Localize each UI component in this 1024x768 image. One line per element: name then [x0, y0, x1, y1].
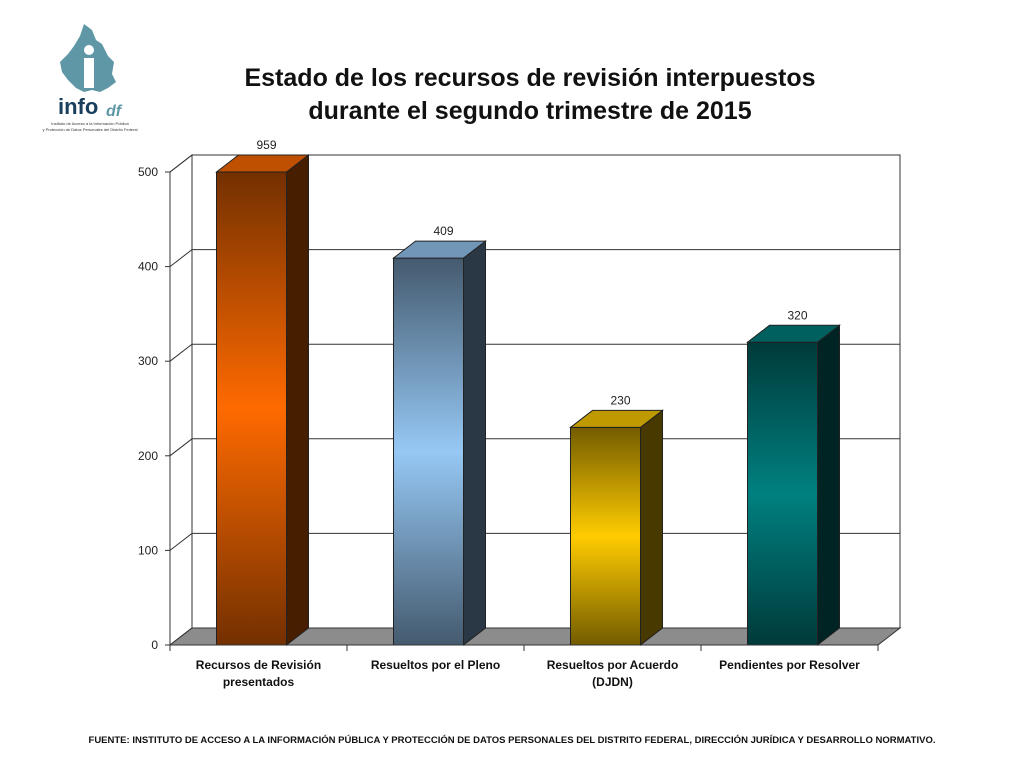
bar-side [640, 409, 663, 647]
x-tick-label-line: presentados [223, 675, 295, 689]
logo-brand-suffix: df [106, 103, 123, 120]
logo-subtitle-line2: y Protección de Datos Personales del Dis… [43, 127, 138, 132]
bar-top [392, 240, 487, 259]
x-tick-label: Pendientes por Resolver [719, 658, 860, 672]
x-tick-label-line: Resueltos por Acuerdo [547, 658, 679, 672]
bar-side [286, 153, 309, 647]
x-axis: Recursos de Revisión presentados Resueltos… [169, 644, 879, 689]
x-tick-label: Resueltos por el Pleno [371, 658, 500, 672]
bar [393, 257, 464, 646]
data-label: 320 [787, 308, 807, 322]
y-tick-label: 400 [138, 260, 158, 274]
data-label: 230 [610, 393, 630, 407]
y-tick-label: 500 [138, 165, 158, 179]
logo-brand-main: info [58, 94, 98, 119]
x-tick-label-line: Resueltos por el Pleno [371, 658, 500, 672]
bar-top [569, 409, 664, 428]
x-tick-label-line: Pendientes por Resolver [719, 658, 860, 672]
logo-subtitle-line1: Instituto de Acceso a la Información Púb… [51, 121, 129, 126]
data-label: 959 [256, 138, 276, 152]
x-tick-label-line: Recursos de Revisión [196, 658, 321, 672]
gridline [169, 532, 900, 551]
x-tick-label: Recursos de Revisión presentados [196, 658, 321, 689]
x-tick-label: Resueltos por Acuerdo (DJDN) [547, 658, 679, 689]
y-axis: 0 100 200 300 400 500 [138, 165, 171, 652]
info-i-dot [84, 45, 94, 55]
bars: 959 409 230 320 [215, 138, 841, 647]
bar-side [817, 324, 840, 647]
y-tick-label: 0 [151, 638, 158, 652]
bar-top [215, 154, 310, 173]
y-tick-label: 300 [138, 354, 158, 368]
y-tick-label: 100 [138, 543, 158, 557]
x-tick-label-line: (DJDN) [592, 675, 633, 689]
gridline [169, 343, 900, 362]
source-note: FUENTE: INSTITUTO DE ACCESO A LA INFORMA… [88, 735, 936, 746]
plot-left-wall [169, 153, 193, 647]
bar-top [746, 324, 841, 343]
chart-title-line2: durante el segundo trimestre de 2015 [308, 97, 752, 125]
info-i-bar [84, 58, 94, 88]
data-label: 409 [433, 224, 453, 238]
bar [570, 426, 641, 646]
bar [216, 171, 287, 646]
bar-side [463, 240, 486, 647]
y-tick-label: 200 [138, 449, 158, 463]
gridline [169, 249, 900, 267]
bar [747, 341, 818, 646]
chart-title-line1: Estado de los recursos de revisión inter… [244, 64, 816, 92]
infodf-logo: info df Instituto de Acceso a la Informa… [43, 24, 138, 132]
gridline [169, 438, 900, 457]
gridline [169, 154, 900, 173]
chart-title: Estado de los recursos de revisión inter… [150, 62, 910, 128]
